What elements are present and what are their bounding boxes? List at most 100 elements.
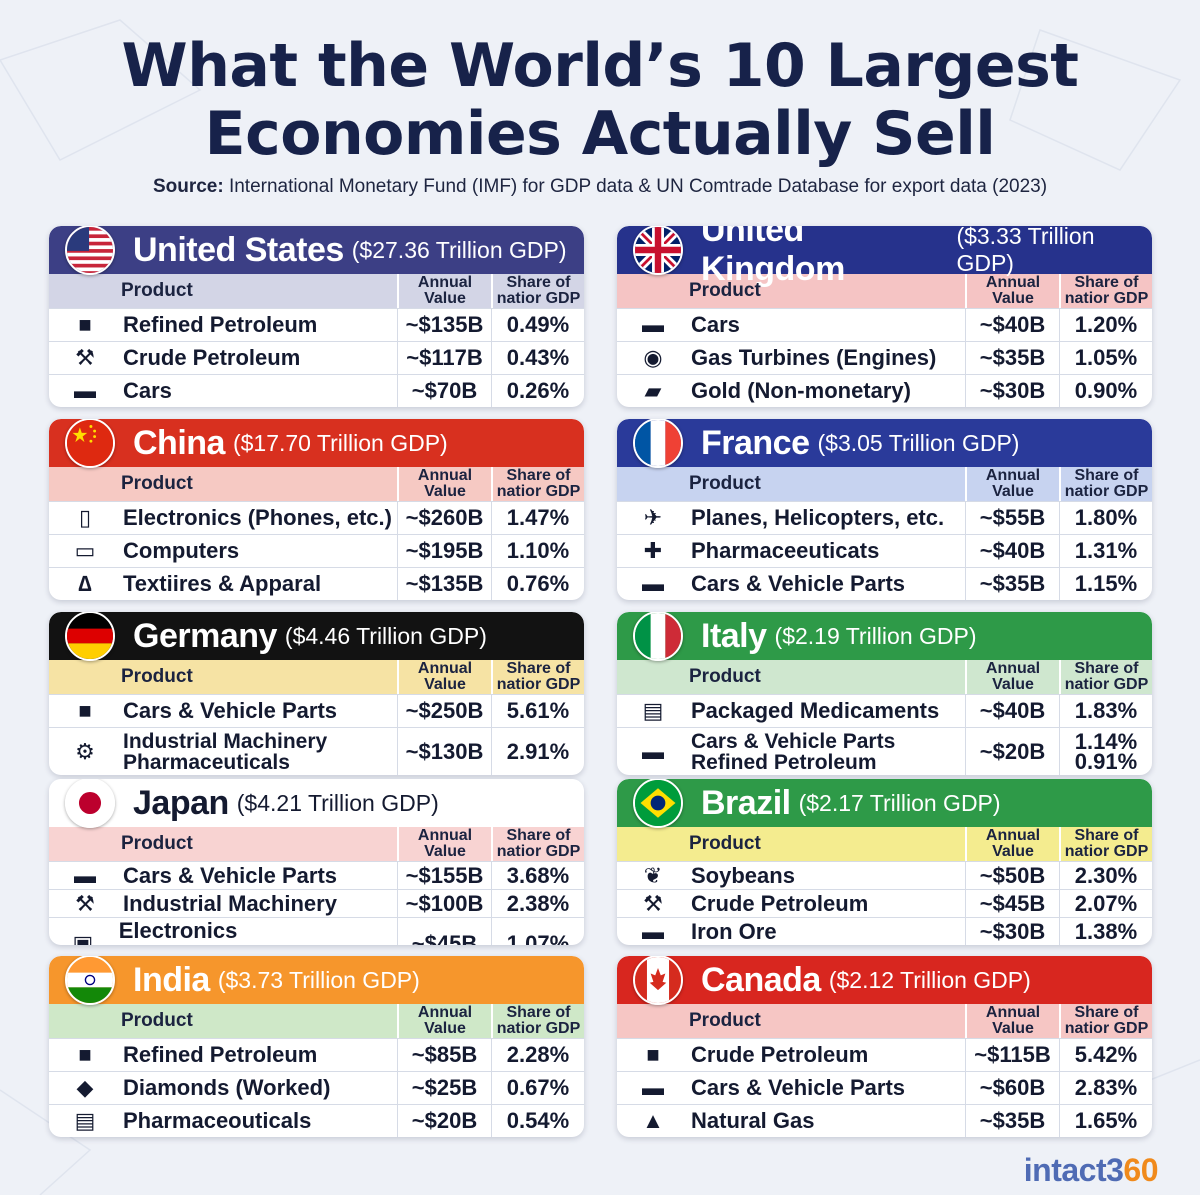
- share-of-gdp: 0.76%: [491, 568, 584, 600]
- share-of-gdp: 2.38%: [491, 890, 584, 917]
- annual-header-line-2: Value: [992, 1020, 1034, 1037]
- share-header-line-2: natior GDP: [496, 843, 581, 860]
- pill-bottle-icon: ▤: [74, 1108, 96, 1133]
- share-column-header: Share of natior GDP: [1059, 827, 1152, 861]
- share-column-header: Share of natior GDP: [1059, 1004, 1152, 1038]
- annual-value-column-header: Annual Value: [965, 827, 1059, 861]
- annual-value-column-header: Annual Value: [397, 467, 491, 501]
- flame-icon: ▲: [642, 1108, 664, 1133]
- country-gdp: ($3.73 Trillion GDP): [217, 966, 420, 993]
- share-header-text: Share of natior GDP: [1065, 661, 1149, 693]
- it-flag-icon: [633, 612, 683, 661]
- table-header: Product Annual Value Share of natior GDP: [49, 827, 584, 861]
- fr-flag-icon: [633, 419, 683, 468]
- share-value: 1.15%: [1074, 571, 1138, 596]
- table-row: ▬ Cars & Vehicle Parts ~$60B 2.83%: [617, 1071, 1152, 1104]
- country-header: Japan ($4.21 Trillion GDP): [49, 779, 584, 828]
- table-header: Product Annual Value Share of natior GDP: [49, 274, 584, 308]
- annual-value-header-text: Annual Value: [418, 661, 472, 693]
- share-header-line-1: Share of: [506, 827, 571, 844]
- annual-value-column-header: Annual Value: [397, 274, 491, 308]
- share-header-line-2: natior GDP: [496, 1020, 581, 1037]
- mining-truck-icon: ▬: [642, 918, 664, 944]
- annual-value: ~$30B: [965, 918, 1059, 945]
- annual-value-header-text: Annual Value: [986, 468, 1040, 500]
- annual-header-line-2: Value: [992, 290, 1034, 307]
- product-column-header: Product: [121, 666, 193, 687]
- country-name: France: [701, 423, 810, 462]
- cn-flag-icon: [65, 419, 115, 468]
- annual-value: ~$30B: [965, 375, 1059, 407]
- share-header-text: Share of natior GDP: [1065, 828, 1149, 860]
- country-gdp: ($4.21 Trillion GDP): [236, 789, 439, 816]
- product-name: Computers: [123, 538, 240, 563]
- share-of-gdp: 0.43%: [491, 342, 584, 374]
- annual-header-line-1: Annual: [985, 660, 1041, 677]
- share-of-gdp: 1.10%: [491, 535, 584, 567]
- product-cell: ◉ Gas Turbines (Engines): [617, 345, 965, 371]
- share-header-text: Share of natior GDP: [497, 661, 581, 693]
- product-cell: ⚒ Crude Petroleum: [49, 345, 397, 371]
- product-cell: ▬ Cars & Vehicle Parts Refined Petroleum: [617, 731, 965, 773]
- barrel-icon: ■: [78, 1042, 92, 1067]
- annual-header-line-2: Value: [424, 843, 466, 860]
- annual-value-column-header: Annual Value: [397, 1004, 491, 1038]
- share-of-gdp: 1.83%: [1059, 695, 1152, 727]
- share-of-gdp: 0.54%: [491, 1105, 584, 1137]
- product-cell: ▬ Cars & Vehicle Parts: [617, 1075, 965, 1101]
- country-gdp: ($2.19 Trillion GDP): [774, 622, 977, 649]
- table-row: ■ Refined Petroleum ~$85B 2.28%: [49, 1038, 584, 1071]
- share-of-gdp: 5.42%: [1059, 1039, 1152, 1071]
- table-row: ⚒ Crude Petroleum ~$45B 2.07%: [617, 889, 1152, 917]
- annual-value: ~$135B: [397, 309, 491, 341]
- country-name: Italy: [701, 616, 767, 655]
- product-column-header: Product: [121, 280, 193, 301]
- share-value: 0.26%: [506, 378, 570, 403]
- title-line-2: Economies Actually Sell: [204, 99, 996, 169]
- share-of-gdp: 1.14% 0.91%: [1059, 728, 1152, 775]
- table-header: Product Annual Value Share of natior GDP: [617, 274, 1152, 308]
- table-row: ▣ Electronics (Semiconductors) ~$45B 1.07%: [49, 917, 584, 945]
- table-header: Product Annual Value Share of natior GDP: [49, 467, 584, 501]
- share-header-text: Share of natior GDP: [497, 1005, 581, 1037]
- product-name: Cars & Vehicle Parts: [123, 862, 338, 888]
- product-name: Cars & Vehicle Parts Refined Petroleum: [691, 731, 895, 773]
- product-name: Electronics (Semiconductors): [118, 918, 306, 945]
- product-cell: ∆ Textiires & Apparal: [49, 571, 397, 597]
- share-value: 5.61%: [506, 698, 570, 723]
- annual-value: ~$20B: [965, 728, 1059, 775]
- product-cell: ▯ Electronics (Phones, etc.): [49, 505, 397, 531]
- country-header: Brazil ($2.17 Trillion GDP): [617, 779, 1152, 828]
- product-name: Gold (Non-monetary): [691, 378, 911, 403]
- country-header: Germany ($4.46 Trillion GDP): [49, 612, 584, 661]
- share-column-header: Share of natior GDP: [491, 660, 584, 694]
- product-cell: ■ Cars & Vehicle Parts: [49, 698, 397, 724]
- share-of-gdp: 1.47%: [491, 502, 584, 534]
- product-name: Planes, Helicopters, etc.: [691, 505, 945, 530]
- us-flag-icon: [65, 226, 115, 275]
- country-header: United Kingdom ($3.33 Trillion GDP): [617, 226, 1152, 288]
- annual-value-column-header: Annual Value: [397, 660, 491, 694]
- product-cell: ▬ Cars & Vehicle Parts: [617, 571, 965, 597]
- table-row: ⚒ Crude Petroleum ~$117B 0.43%: [49, 341, 584, 374]
- country-gdp: ($2.17 Trillion GDP): [798, 789, 1001, 816]
- product-cell: ▬ Cars: [49, 378, 397, 404]
- country-header: China ($17.70 Trillion GDP): [49, 419, 584, 468]
- product-column-header: Product: [689, 280, 761, 301]
- car-icon: ▬: [642, 571, 664, 596]
- country-card-china: China ($17.70 Trillion GDP) Product Annual V…: [49, 419, 584, 600]
- share-value: 0.54%: [506, 1108, 570, 1133]
- product-cell: ✚ Pharmaceeuticats: [617, 538, 965, 564]
- share-value: 0.43%: [506, 345, 570, 370]
- de-flag-icon: [65, 612, 115, 661]
- annual-header-line-1: Annual: [985, 467, 1041, 484]
- product-cell: ■ Crude Petroleum: [617, 1042, 965, 1068]
- table-header: Product Annual Value Share of natior GDP: [49, 660, 584, 694]
- share-of-gdp: 1.80%: [1059, 502, 1152, 534]
- share-column-header: Share of natior GDP: [1059, 467, 1152, 501]
- share-value: 1.31%: [1074, 538, 1138, 563]
- annual-value-column-header: Annual Value: [397, 827, 491, 861]
- product-cell: ▭ Computers: [49, 538, 397, 564]
- share-value: 0.49%: [506, 312, 570, 337]
- product-name: Crude Petroleum: [123, 345, 301, 370]
